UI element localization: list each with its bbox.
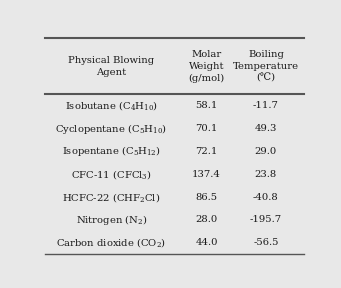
Text: -195.7: -195.7 [250,215,282,224]
Text: 44.0: 44.0 [195,238,218,247]
Text: Isopentane ($\mathregular{C_5H_{12}}$): Isopentane ($\mathregular{C_5H_{12}}$) [62,145,161,158]
Text: CFC-11 ($\mathregular{CFCl_3}$): CFC-11 ($\mathregular{CFCl_3}$) [71,168,152,181]
Text: 49.3: 49.3 [255,124,277,133]
Text: HCFC-22 ($\mathregular{CHF_2Cl}$): HCFC-22 ($\mathregular{CHF_2Cl}$) [62,191,161,204]
Text: 72.1: 72.1 [195,147,218,156]
Text: 29.0: 29.0 [255,147,277,156]
Text: -11.7: -11.7 [253,101,279,110]
Text: Boiling
Temperature
(℃): Boiling Temperature (℃) [233,50,299,83]
Text: 23.8: 23.8 [255,170,277,179]
Text: Physical Blowing
Agent: Physical Blowing Agent [68,56,154,77]
Text: 58.1: 58.1 [195,101,218,110]
Text: 137.4: 137.4 [192,170,221,179]
Text: 70.1: 70.1 [195,124,218,133]
Text: 86.5: 86.5 [195,193,218,202]
Text: 28.0: 28.0 [195,215,218,224]
Text: -40.8: -40.8 [253,193,279,202]
Text: Isobutane ($\mathregular{C_4H_{10}}$): Isobutane ($\mathregular{C_4H_{10}}$) [65,99,158,112]
Text: Carbon dioxide ($\mathregular{CO_2}$): Carbon dioxide ($\mathregular{CO_2}$) [56,236,166,249]
Text: Cyclopentane ($\mathregular{C_5H_{10}}$): Cyclopentane ($\mathregular{C_5H_{10}}$) [55,122,167,136]
Text: -56.5: -56.5 [253,238,279,247]
Text: Nitrogen ($\mathregular{N_2}$): Nitrogen ($\mathregular{N_2}$) [76,213,147,227]
Text: Molar
Weight
(g/mol): Molar Weight (g/mol) [188,50,225,83]
